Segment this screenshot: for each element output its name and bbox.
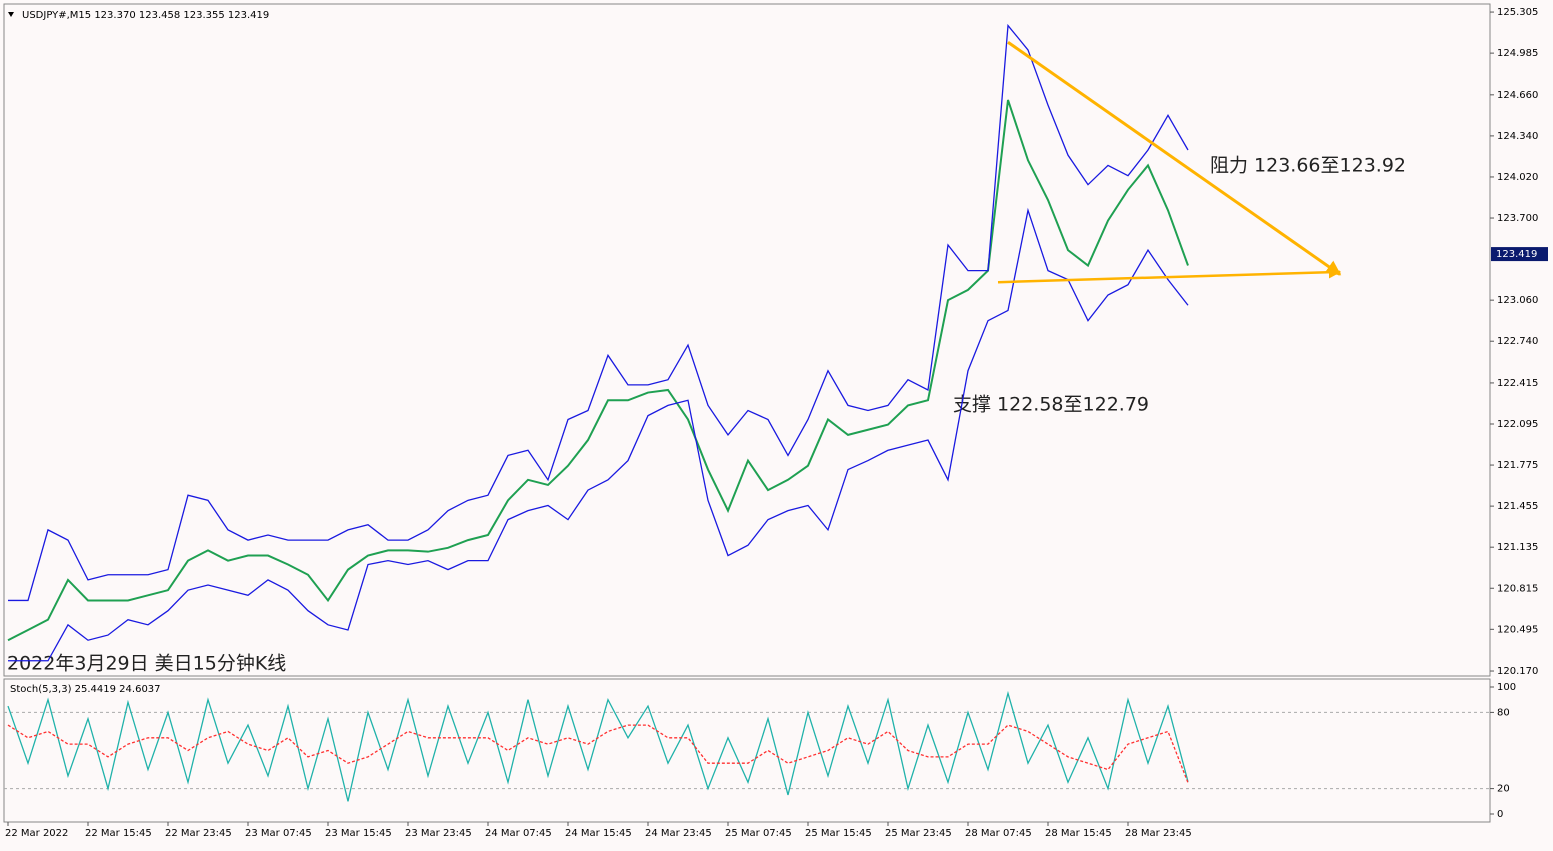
series-line xyxy=(7,690,1189,802)
support-note: 支撑 122.58至122.79 xyxy=(953,394,1149,416)
x-tick-label: 28 Mar 15:45 xyxy=(1045,828,1112,839)
x-tick-label: 23 Mar 23:45 xyxy=(405,828,472,839)
y-tick-label: 100 xyxy=(1497,682,1516,693)
y-tick-label: 123.060 xyxy=(1497,295,1538,306)
trendline xyxy=(997,266,1342,284)
y-tick-label: 122.095 xyxy=(1497,419,1538,430)
trendline xyxy=(1007,40,1342,276)
series-line xyxy=(7,99,1189,642)
price-tag xyxy=(1491,247,1548,262)
x-tick-label: 23 Mar 07:45 xyxy=(245,828,312,839)
y-tick-label: 121.775 xyxy=(1497,460,1538,471)
x-tick-label: 24 Mar 23:45 xyxy=(645,828,712,839)
resistance-note: 阻力 123.66至123.92 xyxy=(1210,155,1406,177)
y-tick-label: 123.700 xyxy=(1497,213,1538,224)
y-tick-label: 120.815 xyxy=(1497,583,1538,594)
y-tick-label: 125.305 xyxy=(1497,7,1538,18)
y-tick-label: 121.455 xyxy=(1497,501,1538,512)
chart-title: USDJPY#,M15 123.370 123.458 123.355 123.… xyxy=(22,10,269,21)
y-tick-label: 20 xyxy=(1497,784,1510,795)
y-tick-label: 120.170 xyxy=(1497,666,1538,677)
x-tick-label: 25 Mar 23:45 xyxy=(885,828,952,839)
x-tick-label: 24 Mar 07:45 xyxy=(485,828,552,839)
y-tick-label: 122.740 xyxy=(1497,336,1538,347)
y-tick-label: 80 xyxy=(1497,707,1510,718)
x-tick-label: 28 Mar 07:45 xyxy=(965,828,1032,839)
y-tick-label: 0 xyxy=(1497,809,1503,820)
y-tick-label: 122.415 xyxy=(1497,378,1538,389)
y-tick-label: 121.135 xyxy=(1497,542,1538,553)
x-tick-label: 22 Mar 15:45 xyxy=(85,828,152,839)
series-line xyxy=(8,207,1189,662)
x-tick-label: 25 Mar 15:45 xyxy=(805,828,872,839)
chart-caption: 2022年3月29日 美日15分钟K线 xyxy=(7,653,286,675)
x-tick-label: 28 Mar 23:45 xyxy=(1125,828,1192,839)
x-tick-label: 24 Mar 15:45 xyxy=(565,828,632,839)
y-tick-label: 124.020 xyxy=(1497,172,1538,183)
price-tag-label: 123.419 xyxy=(1496,249,1537,260)
x-tick-label: 22 Mar 2022 xyxy=(5,828,68,839)
main-frame xyxy=(3,3,1491,677)
y-tick-label: 124.340 xyxy=(1497,131,1538,142)
x-tick-label: 22 Mar 23:45 xyxy=(165,828,232,839)
series-line xyxy=(7,724,1189,783)
y-tick-label: 124.985 xyxy=(1497,48,1538,59)
stoch-title: Stoch(5,3,3) 25.4419 24.6037 xyxy=(10,684,161,695)
series-line xyxy=(8,23,1189,602)
y-tick-label: 124.660 xyxy=(1497,90,1538,101)
stoch-frame xyxy=(3,678,1491,823)
x-tick-label: 23 Mar 15:45 xyxy=(325,828,392,839)
y-tick-label: 120.495 xyxy=(1497,624,1538,635)
collapse-icon xyxy=(8,12,14,17)
x-tick-label: 25 Mar 07:45 xyxy=(725,828,792,839)
